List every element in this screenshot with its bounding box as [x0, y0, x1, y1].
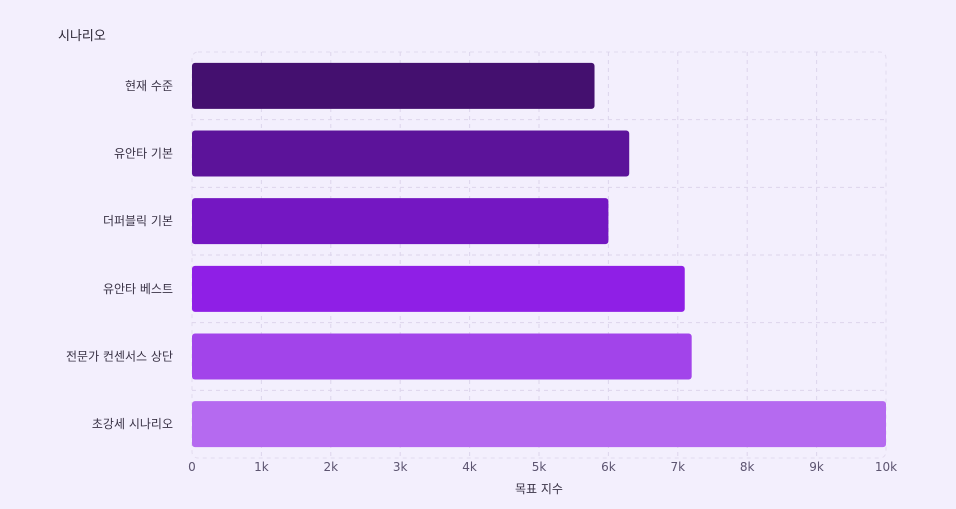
- category-label: 유안타 베스트: [103, 282, 173, 296]
- x-axis-title: 목표 지수: [515, 482, 563, 496]
- x-tick-label: 10k: [875, 460, 897, 474]
- bar[interactable]: [192, 265, 685, 312]
- x-tick-label: 1k: [254, 460, 269, 474]
- bar[interactable]: [192, 401, 886, 448]
- category-label: 전문가 컨센서스 상단: [66, 350, 173, 364]
- bar[interactable]: [192, 198, 609, 245]
- x-tick-label: 6k: [601, 460, 616, 474]
- x-tick-label: 3k: [393, 460, 408, 474]
- plot-frame: [191, 51, 887, 459]
- bar[interactable]: [192, 130, 630, 177]
- x-tick-label: 8k: [740, 460, 755, 474]
- category-label: 현재 수준: [125, 79, 173, 93]
- x-tick-label: 4k: [462, 460, 477, 474]
- category-label: 더퍼블릭 기본: [103, 214, 173, 228]
- x-axis-ticks: 0 1k 2k 3k 4k 5k 6k 7k 8k 9k 10k: [188, 460, 897, 474]
- x-tick-label: 2k: [324, 460, 339, 474]
- x-tick-label: 7k: [671, 460, 686, 474]
- x-tick-label: 9k: [809, 460, 824, 474]
- grid: [191, 51, 887, 459]
- y-axis-title: 시나리오: [58, 29, 106, 44]
- x-tick-label: 0: [188, 460, 196, 474]
- category-label: 유안타 기본: [114, 147, 173, 161]
- x-tick-label: 5k: [532, 460, 547, 474]
- bar-series: [192, 62, 886, 448]
- category-label: 초강세 시나리오: [92, 417, 173, 431]
- bar[interactable]: [192, 333, 692, 380]
- bar[interactable]: [192, 62, 595, 109]
